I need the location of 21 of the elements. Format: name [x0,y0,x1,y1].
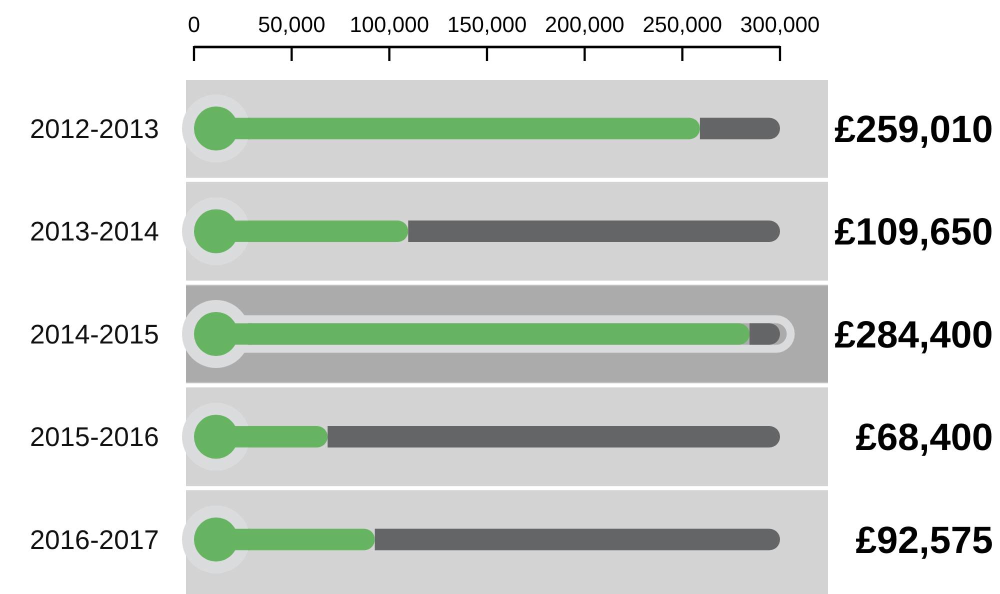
y-tick-label: 2013-2014 [30,216,159,247]
x-tick-label: 250,000 [642,12,722,37]
x-tick-label: 150,000 [447,12,527,37]
data-label: £68,400 [856,417,993,460]
data-label: £92,575 [856,520,993,562]
bar [700,118,780,140]
x-tick-label: 0 [188,12,200,37]
bar [374,528,780,550]
bar [328,426,780,448]
x-tick-label: 50,000 [258,12,326,37]
data-label: £109,650 [834,212,993,254]
x-tick-label: 200,000 [544,12,624,37]
y-tick-label: 2012-2013 [30,114,159,144]
y-tick-label: 2016-2017 [30,524,159,555]
bar [408,220,780,242]
x-tick-label: 300,000 [740,12,820,37]
y-tick-label: 2014-2015 [30,319,159,350]
data-label: £259,010 [834,108,993,151]
y-tick-label: 2015-2016 [30,422,159,452]
x-tick-label: 100,000 [350,12,430,37]
data-label: £284,400 [834,314,993,356]
